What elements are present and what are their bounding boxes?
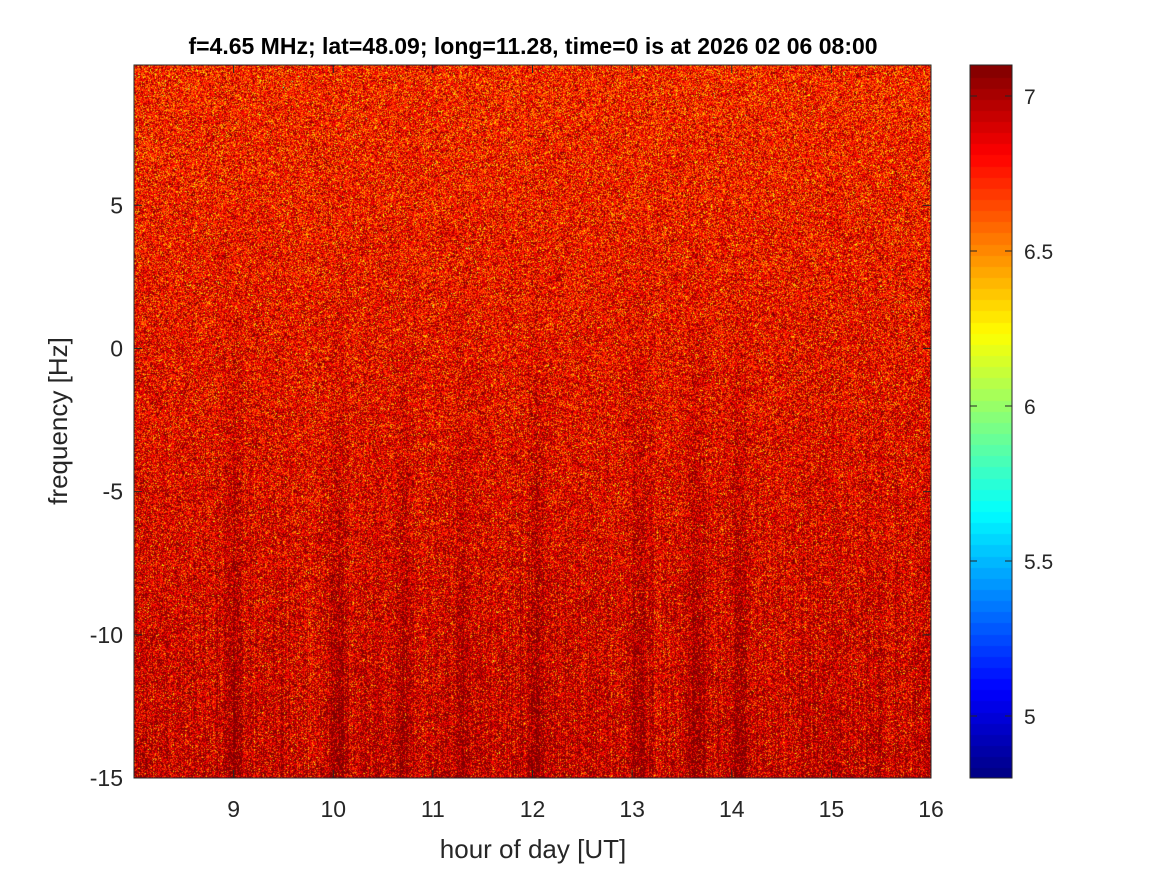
x-tick-label: 14 xyxy=(719,796,745,822)
x-tick-label: 12 xyxy=(520,796,546,822)
colorbar-gradient-frame xyxy=(970,65,1012,778)
x-axis-label: hour of day [UT] xyxy=(440,834,626,864)
colorbar-tick-label: 6 xyxy=(1024,396,1036,419)
y-tick-label: -15 xyxy=(90,765,123,791)
y-axis-label: frequency [Hz] xyxy=(43,337,73,505)
x-tick-label: 9 xyxy=(227,796,240,822)
x-tick-label: 13 xyxy=(619,796,645,822)
heatmap-image-frame xyxy=(134,65,931,778)
x-tick-label: 10 xyxy=(320,796,346,822)
colorbar-tick-label: 5 xyxy=(1024,706,1036,729)
y-tick-label: 5 xyxy=(110,192,123,218)
x-tick-label: 16 xyxy=(918,796,944,822)
heatmap-image xyxy=(134,65,931,778)
colorbar-tick-label: 7 xyxy=(1024,86,1036,109)
colorbar: 5 5.5 6 6.5 7 xyxy=(969,64,1053,779)
colorbar-frame xyxy=(969,64,1013,779)
y-tick-label: 0 xyxy=(110,335,123,361)
y-tick-label: -10 xyxy=(90,622,123,648)
heatmap-plot-area xyxy=(133,64,932,779)
colorbar-tick-label: 6.5 xyxy=(1024,241,1053,264)
chart-title: f=4.65 MHz; lat=48.09; long=11.28, time=… xyxy=(188,33,877,59)
colorbar-gradient xyxy=(970,65,1012,778)
x-tick-label: 11 xyxy=(421,796,445,822)
x-axis: 9 10 11 12 13 14 15 16 xyxy=(227,65,944,822)
y-axis: -15 -10 -5 0 5 xyxy=(90,192,931,791)
colorbar-tick-label: 5.5 xyxy=(1024,551,1053,574)
colorbar-ticks: 5 5.5 6 6.5 7 xyxy=(970,86,1053,729)
y-tick-label: -5 xyxy=(103,479,123,505)
x-tick-label: 15 xyxy=(819,796,845,822)
